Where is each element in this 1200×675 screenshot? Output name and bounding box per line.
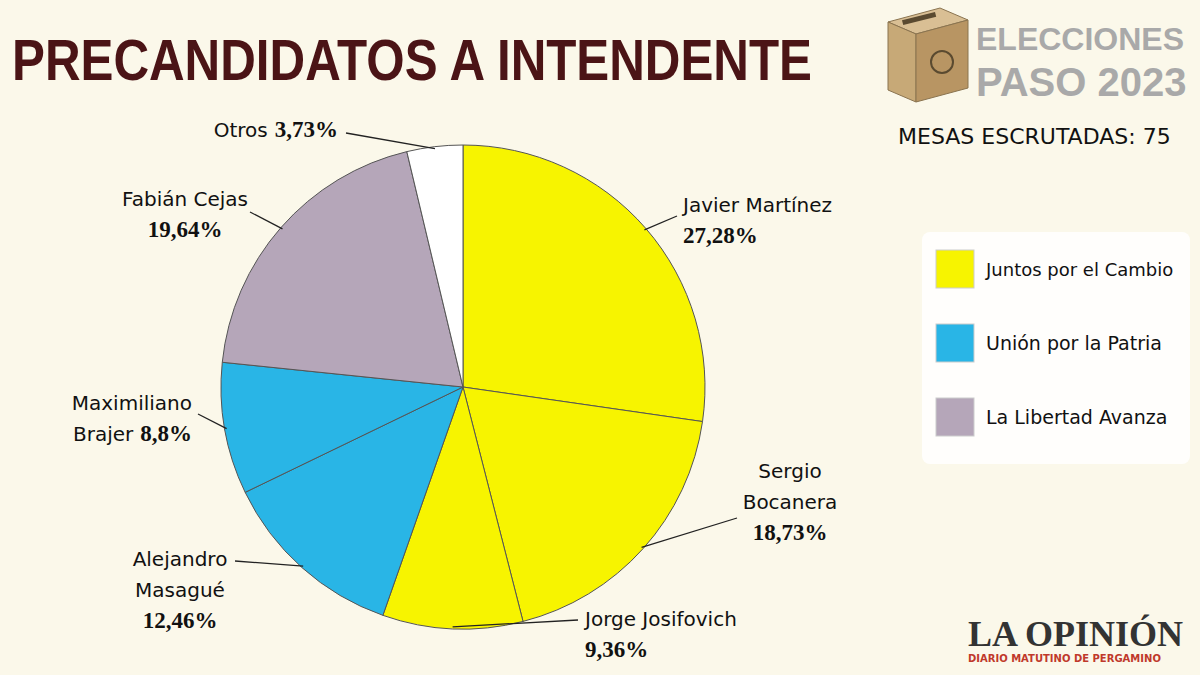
legend-swatch xyxy=(936,398,974,436)
leader-line xyxy=(250,212,282,229)
slice-label: Otros 3,73% xyxy=(214,117,338,142)
value-label: 27,28% xyxy=(683,223,758,248)
pie xyxy=(221,145,705,629)
legend-label: La Libertad Avanza xyxy=(986,406,1167,428)
ballot-icon xyxy=(888,8,968,102)
slice-name: Maximiliano xyxy=(72,391,192,415)
slice-label: Maximiliano xyxy=(72,391,192,415)
slice-name: Otros xyxy=(214,118,268,142)
slice-name: Alejandro xyxy=(133,547,228,571)
legend: Juntos por el Cambio Unión por la Patria L… xyxy=(922,232,1190,464)
leader-line xyxy=(235,561,303,566)
slice-name: Brajer xyxy=(73,422,134,446)
slice-name: Masagué xyxy=(135,578,225,602)
slice-label: Bocanera xyxy=(743,490,838,514)
data-labels: Javier Martínez 27,28% Sergio Bocanera 18,73… xyxy=(72,117,838,662)
legend-swatch xyxy=(936,324,974,362)
slice-label: Fabián Cejas xyxy=(122,187,248,211)
leader-line xyxy=(198,414,227,429)
slice-name: Fabián Cejas xyxy=(122,187,248,211)
legend-panel xyxy=(922,232,1190,464)
value-label: 12,46% xyxy=(143,608,218,633)
slice-name: Sergio xyxy=(758,459,821,483)
value-label: 19,64% xyxy=(148,217,223,242)
slice-label: Sergio xyxy=(758,459,821,483)
slice-name: Javier Martínez xyxy=(681,193,832,217)
badge-text: ELECCIONES xyxy=(976,21,1184,57)
value-label: 18,73% xyxy=(753,520,828,545)
leader-line xyxy=(346,133,435,149)
leader-line xyxy=(453,620,578,627)
value-label: 9,36% xyxy=(585,637,648,662)
mesas-text: MESAS ESCRUTADAS: 75 xyxy=(898,124,1171,149)
background xyxy=(0,0,1200,675)
badge-text: PASO 2023 xyxy=(976,60,1187,104)
slice-label: Masagué xyxy=(135,578,225,602)
legend-label: Juntos por el Cambio xyxy=(985,259,1173,280)
value-label: 3,73% xyxy=(275,117,338,142)
slice-label: Jorge Josifovich xyxy=(583,607,737,631)
slice-name: Jorge Josifovich xyxy=(583,607,737,631)
source-tagline: DIARIO MATUTINO DE PERGAMINO xyxy=(968,653,1161,664)
chart: PRECANDIDATOS A INTENDENTE ELECCIONESPASO… xyxy=(0,0,1200,675)
pie-slice xyxy=(463,145,705,422)
value-label: 8,8% xyxy=(140,421,192,446)
slice-label: Javier Martínez xyxy=(681,193,832,217)
slice-name: Bocanera xyxy=(743,490,838,514)
pie-slice xyxy=(407,145,463,387)
title: PRECANDIDATOS A INTENDENTE xyxy=(12,27,812,92)
legend-label: Unión por la Patria xyxy=(986,332,1162,354)
legend-swatch xyxy=(936,250,974,288)
leader-line xyxy=(644,216,677,230)
slice-label: Alejandro xyxy=(133,547,228,571)
leader-line xyxy=(642,518,737,547)
slice-label: Brajer8,8% xyxy=(73,421,192,446)
source-logo: LA OPINIÓN xyxy=(968,614,1183,654)
